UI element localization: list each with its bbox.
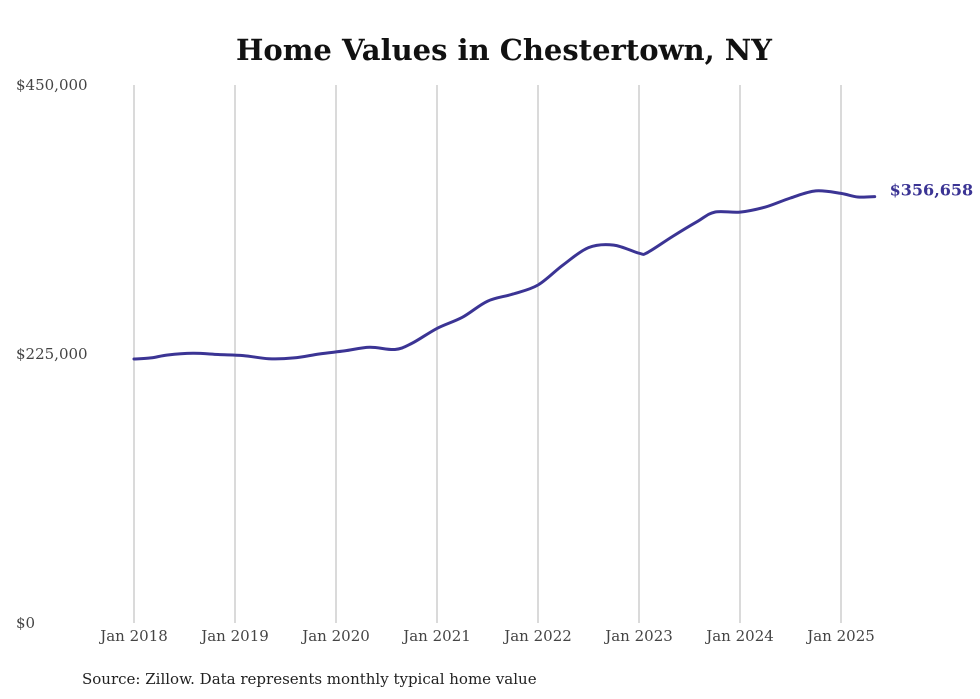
x-tick-label: Jan 2024 bbox=[704, 627, 774, 645]
x-tick-label: Jan 2025 bbox=[805, 627, 875, 645]
x-tick-label: Jan 2019 bbox=[199, 627, 269, 645]
y-tick-label: $225,000 bbox=[16, 345, 88, 363]
x-tick-label: Jan 2020 bbox=[300, 627, 370, 645]
x-tick-label: Jan 2018 bbox=[98, 627, 168, 645]
y-axis-ticks: $0 $225,000 $450,000 bbox=[16, 76, 88, 632]
x-tick-label: Jan 2022 bbox=[502, 627, 572, 645]
x-tick-label: Jan 2021 bbox=[401, 627, 471, 645]
home-value-line bbox=[132, 189, 877, 361]
x-tick-label: Jan 2023 bbox=[603, 627, 673, 645]
chart-title: Home Values in Chestertown, NY bbox=[236, 33, 772, 67]
y-tick-label: $0 bbox=[16, 614, 35, 632]
latest-value-label: $356,658 bbox=[890, 181, 974, 200]
x-axis-ticks: Jan 2018 Jan 2019 Jan 2020 Jan 2021 Jan 2022… bbox=[98, 627, 875, 645]
gridlines bbox=[133, 85, 842, 623]
y-tick-label: $450,000 bbox=[16, 76, 88, 94]
source-note: Source: Zillow. Data represents monthly … bbox=[82, 670, 537, 688]
